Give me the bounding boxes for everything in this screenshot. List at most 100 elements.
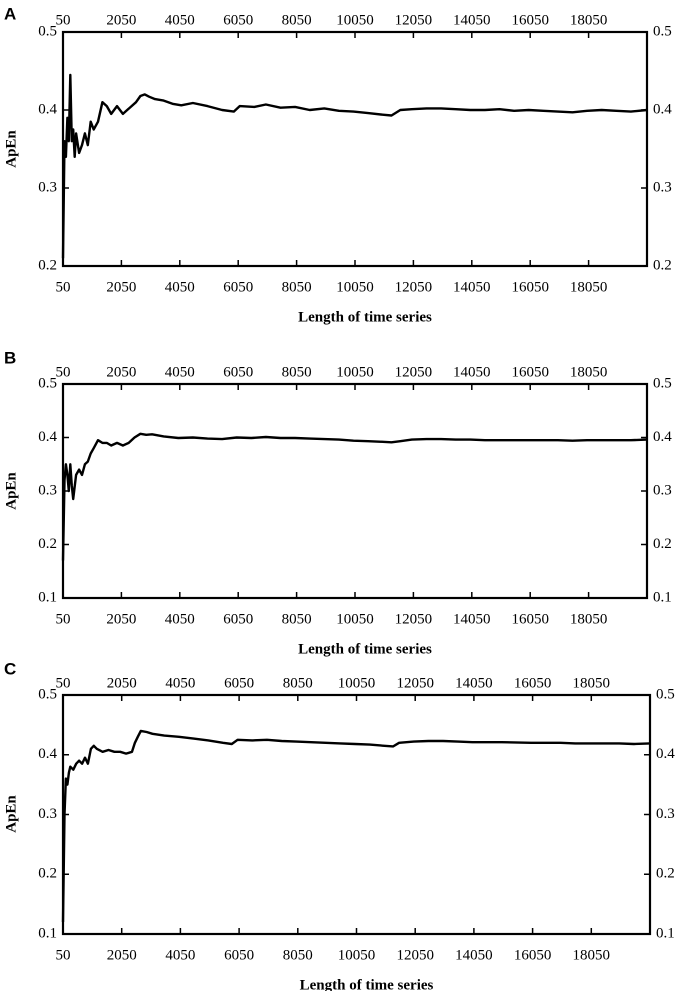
x-tick-label-bottom: 50	[56, 279, 71, 295]
y-axis-title: ApEn	[3, 472, 19, 510]
x-tick-label-bottom: 2050	[106, 279, 136, 295]
y-tick-label-right: 0.5	[653, 375, 672, 391]
y-tick-label-right: 0.4	[656, 746, 675, 762]
y-tick-label-left: 0.4	[38, 101, 57, 117]
y-axis-title: ApEn	[3, 795, 19, 833]
x-tick-label-top: 12050	[395, 12, 433, 28]
y-tick-label-right: 0.3	[656, 806, 675, 822]
y-tick-label-left: 0.4	[38, 746, 57, 762]
y-tick-label-left: 0.5	[38, 375, 57, 391]
y-tick-label-right: 0.4	[653, 429, 672, 445]
plot-frame	[61, 693, 652, 936]
x-tick-label-top: 8050	[282, 12, 312, 28]
y-axis-title: ApEn	[3, 130, 19, 168]
y-tick-label-left: 0.2	[38, 866, 57, 882]
x-tick-label-top: 6050	[223, 364, 253, 380]
x-tick-label-top: 10050	[336, 12, 374, 28]
x-tick-label-bottom: 16050	[511, 611, 549, 627]
y-tick-label-left: 0.3	[38, 806, 57, 822]
plot-frame	[61, 382, 649, 600]
y-tick-label-left: 0.1	[38, 589, 57, 605]
x-tick-label-bottom: 4050	[165, 947, 195, 963]
y-tick-label-right: 0.1	[656, 925, 675, 941]
x-tick-label-bottom: 10050	[338, 947, 376, 963]
x-tick-label-bottom: 16050	[514, 947, 552, 963]
x-tick-label-bottom: 50	[56, 947, 71, 963]
x-tick-label-top: 2050	[107, 675, 137, 691]
x-tick-label-top: 18050	[570, 364, 608, 380]
x-axis-title: Length of time series	[298, 309, 432, 325]
y-tick-label-right: 0.3	[653, 179, 672, 195]
x-tick-label-bottom: 2050	[107, 947, 137, 963]
y-tick-label-right: 0.3	[653, 482, 672, 498]
y-tick-label-right: 0.2	[653, 257, 672, 273]
y-tick-label-left: 0.2	[38, 257, 57, 273]
x-tick-label-bottom: 50	[56, 611, 71, 627]
x-tick-label-top: 6050	[223, 12, 253, 28]
apen-series-line	[61, 432, 648, 561]
x-tick-label-bottom: 18050	[570, 611, 608, 627]
y-tick-label-left: 0.2	[38, 536, 57, 552]
x-tick-label-top: 10050	[338, 675, 376, 691]
y-tick-label-left: 0.4	[38, 429, 57, 445]
x-tick-label-bottom: 14050	[453, 279, 491, 295]
x-tick-label-bottom: 14050	[455, 947, 493, 963]
y-tick-label-right: 0.5	[656, 686, 675, 702]
x-tick-label-top: 50	[56, 12, 71, 28]
x-tick-label-bottom: 12050	[395, 279, 433, 295]
plot-frame	[61, 30, 649, 268]
panel-label: A	[4, 4, 16, 23]
panel-label: B	[4, 348, 16, 367]
y-tick-label-right: 0.2	[656, 866, 675, 882]
x-tick-label-top: 10050	[336, 364, 374, 380]
x-tick-label-top: 8050	[282, 364, 312, 380]
y-tick-label-right: 0.2	[653, 536, 672, 552]
x-tick-label-bottom: 12050	[395, 611, 433, 627]
x-tick-label-bottom: 2050	[106, 611, 136, 627]
x-tick-label-top: 14050	[453, 364, 491, 380]
x-tick-label-bottom: 14050	[453, 611, 491, 627]
x-tick-label-top: 16050	[511, 364, 549, 380]
x-tick-label-top: 2050	[106, 364, 136, 380]
chart-panel-a: A0.2 0.20.3 0.30.4 0.40.5 0.5505020502050405…	[3, 4, 672, 325]
y-tick-label-left: 0.5	[38, 23, 57, 39]
x-tick-label-bottom: 4050	[165, 279, 195, 295]
x-tick-label-top: 16050	[511, 12, 549, 28]
y-tick-label-left: 0.5	[38, 686, 57, 702]
x-tick-label-bottom: 8050	[282, 279, 312, 295]
x-tick-label-bottom: 8050	[283, 947, 313, 963]
x-tick-label-top: 2050	[106, 12, 136, 28]
x-tick-label-top: 12050	[395, 364, 433, 380]
x-tick-label-top: 12050	[396, 675, 434, 691]
x-tick-label-top: 50	[56, 364, 71, 380]
x-tick-label-bottom: 16050	[511, 279, 549, 295]
y-tick-label-right: 0.1	[653, 589, 672, 605]
y-tick-label-right: 0.5	[653, 23, 672, 39]
x-tick-label-top: 4050	[165, 675, 195, 691]
x-tick-label-top: 18050	[573, 675, 611, 691]
x-tick-label-bottom: 6050	[223, 279, 253, 295]
x-tick-label-top: 18050	[570, 12, 608, 28]
x-tick-label-top: 14050	[453, 12, 491, 28]
x-tick-label-bottom: 12050	[396, 947, 434, 963]
x-tick-label-bottom: 10050	[336, 611, 374, 627]
x-axis-title: Length of time series	[298, 641, 432, 657]
x-tick-label-top: 6050	[224, 675, 254, 691]
x-tick-label-bottom: 10050	[336, 279, 374, 295]
apen-series-line	[61, 73, 648, 259]
apen-series-line	[61, 729, 651, 923]
x-tick-label-top: 14050	[455, 675, 493, 691]
x-tick-label-top: 4050	[165, 364, 195, 380]
chart-panel-c: C0.1 0.10.2 0.20.3 0.30.4 0.40.5 0.5505020502…	[3, 659, 675, 991]
chart-panel-b: B0.1 0.10.2 0.20.3 0.30.4 0.40.5 0.5505020502…	[3, 348, 672, 657]
x-tick-label-bottom: 18050	[570, 279, 608, 295]
y-tick-label-left: 0.3	[38, 482, 57, 498]
x-tick-label-top: 50	[56, 675, 71, 691]
y-tick-label-left: 0.1	[38, 925, 57, 941]
x-tick-label-bottom: 18050	[573, 947, 611, 963]
x-tick-label-top: 4050	[165, 12, 195, 28]
x-tick-label-bottom: 6050	[223, 611, 253, 627]
x-tick-label-top: 16050	[514, 675, 552, 691]
x-tick-label-top: 8050	[283, 675, 313, 691]
x-tick-label-bottom: 6050	[224, 947, 254, 963]
